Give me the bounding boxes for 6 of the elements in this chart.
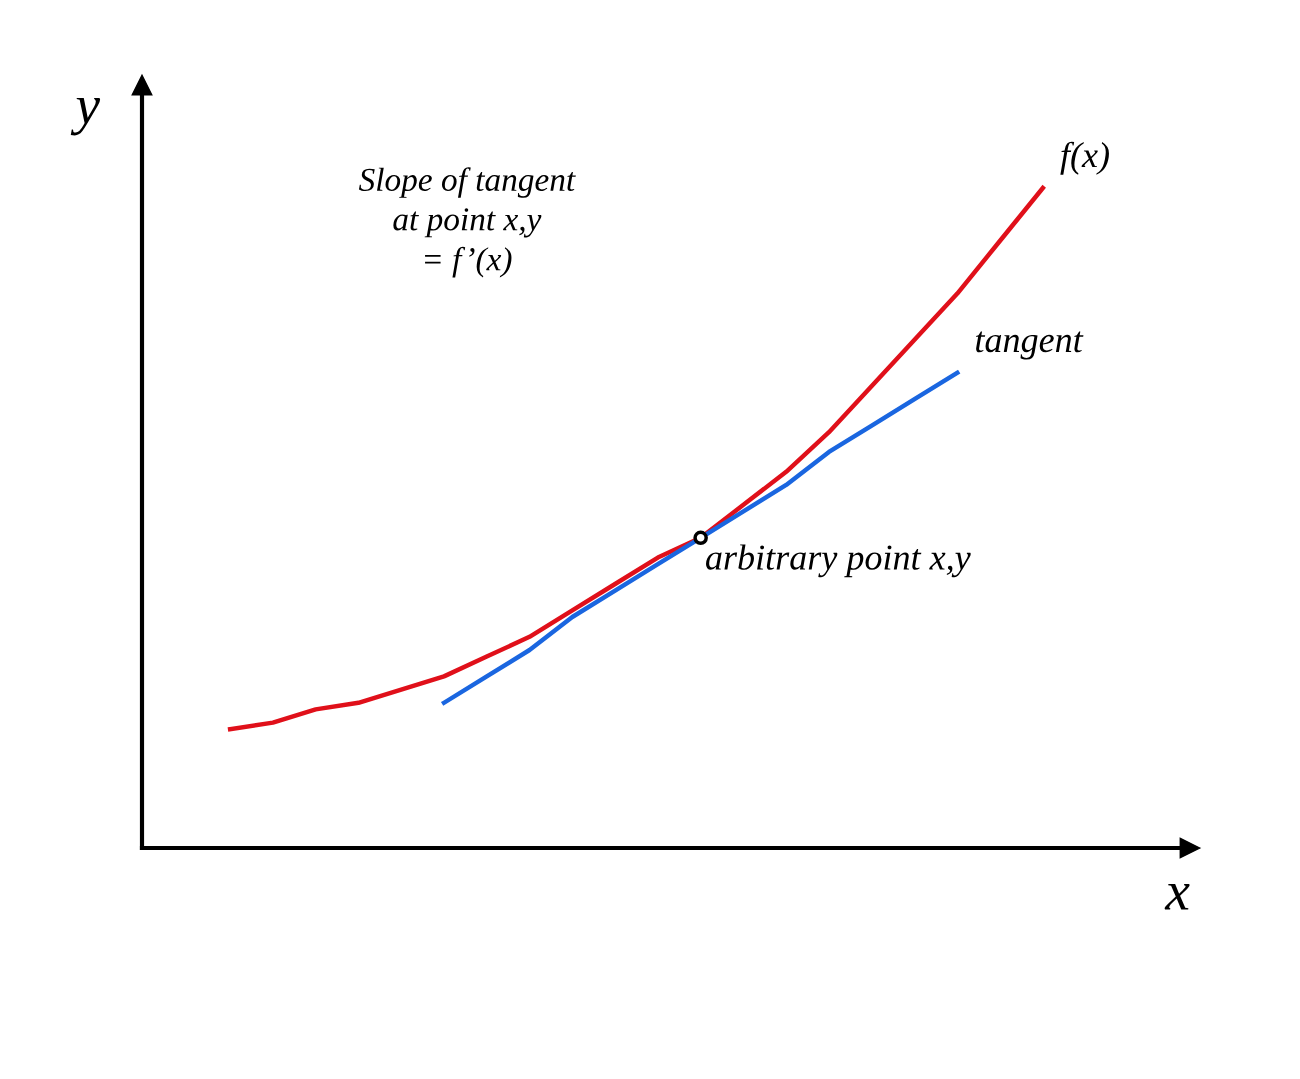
series-label: tangent [976, 331, 1084, 360]
y-axis-title: y [70, 97, 101, 136]
series-label: f(x) [1060, 141, 1109, 175]
annotation: Slope of tangent at point x,y = f’(x) [358, 167, 576, 278]
annotation: arbitrary point x,y [706, 544, 971, 578]
x-axis-title: x [1164, 883, 1190, 910]
